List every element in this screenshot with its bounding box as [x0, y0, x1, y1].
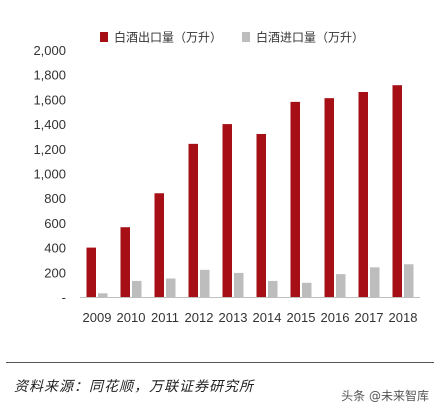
- x-tick-label: 2014: [253, 310, 282, 325]
- x-tick-label: 2015: [287, 310, 316, 325]
- legend-swatch: [242, 32, 250, 42]
- bar-import-2017: [370, 267, 380, 297]
- bar-import-2012: [200, 269, 210, 297]
- x-tick-label: 2013: [219, 310, 248, 325]
- y-tick-label: 800: [44, 191, 66, 206]
- y-tick-label: 200: [44, 265, 66, 280]
- x-tick-label: 2017: [355, 310, 384, 325]
- bar-export-2011: [154, 193, 164, 297]
- bar-import-2015: [302, 282, 312, 297]
- y-tick-label: 400: [44, 241, 66, 256]
- legend-label: 白酒出口量（万升）: [114, 30, 222, 45]
- y-tick-label: 1,600: [33, 92, 66, 107]
- y-tick-label: 2,000: [33, 43, 66, 58]
- y-tick-label: 1,400: [33, 117, 66, 132]
- bar-import-2016: [336, 274, 346, 297]
- y-tick-label: -: [62, 290, 66, 305]
- y-tick-label: 1,200: [33, 142, 66, 157]
- bar-import-2014: [268, 280, 278, 297]
- x-tick-label: 2010: [117, 310, 146, 325]
- x-tick-label: 2018: [389, 310, 418, 325]
- legend-swatch: [100, 32, 108, 42]
- y-tick-label: 600: [44, 216, 66, 231]
- watermark: 头条 @未来智库: [338, 386, 432, 405]
- legend-label: 白酒进口量（万升）: [256, 30, 364, 45]
- bar-export-2014: [256, 133, 266, 297]
- x-tick-label: 2011: [151, 310, 179, 325]
- bar-import-2018: [404, 264, 414, 297]
- bar-export-2015: [290, 101, 300, 298]
- bar-export-2017: [358, 91, 368, 298]
- bar-export-2010: [120, 227, 130, 297]
- x-tick-label: 2009: [83, 310, 112, 325]
- x-tick-label: 2016: [321, 310, 350, 325]
- bar-import-2011: [166, 278, 176, 297]
- y-tick-label: 1,000: [33, 167, 66, 182]
- bar-import-2013: [234, 272, 244, 297]
- y-tick-label: 1,800: [33, 68, 66, 83]
- bar-export-2013: [222, 124, 232, 297]
- bar-export-2016: [324, 98, 334, 297]
- bar-chart: - 200 400 600 800 1,000 1,200 1,400 1,600 1,800 2,…: [33, 30, 420, 325]
- bar-import-2009: [98, 293, 108, 297]
- bar-export-2009: [86, 247, 96, 297]
- source-divider: [6, 362, 434, 363]
- bar-export-2018: [392, 85, 402, 297]
- x-tick-label: 2012: [185, 310, 214, 325]
- source-note: 资料来源：同花顺，万联证券研究所: [14, 379, 254, 395]
- bar-export-2012: [188, 143, 198, 297]
- bar-import-2010: [132, 280, 142, 297]
